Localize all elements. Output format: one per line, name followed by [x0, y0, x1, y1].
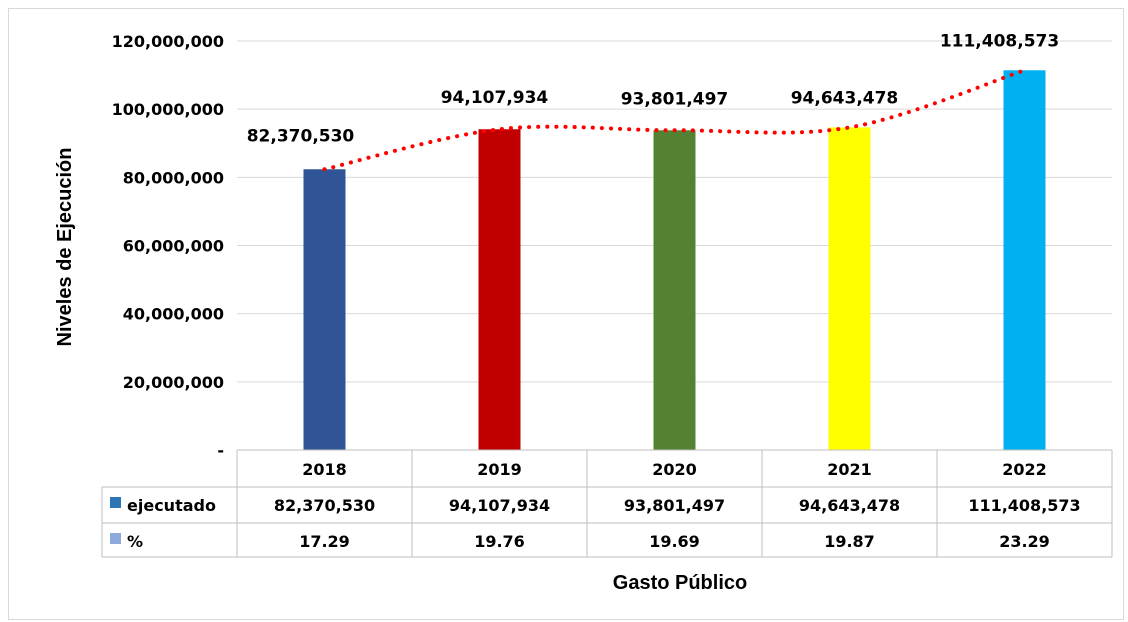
bar [478, 129, 521, 451]
data-table: 2018 2019 2020 2021 2022 ejecutado 82,370,530 9… [101, 449, 1113, 558]
data-label: 111,408,573 [940, 31, 1059, 51]
y-tick-label: 120,000,000 [112, 32, 224, 51]
y-tick-label: 60,000,000 [123, 237, 224, 256]
data-label: 94,107,934 [441, 88, 549, 108]
bar [828, 127, 871, 451]
y-tick-label: 40,000,000 [123, 305, 224, 324]
table-category: 2022 [1002, 460, 1047, 479]
table-category: 2021 [827, 460, 872, 479]
table-cell: 111,408,573 [968, 496, 1080, 515]
legend-key [110, 533, 121, 544]
table-category: 2018 [302, 460, 347, 479]
table-cell: 19.87 [824, 532, 875, 551]
table-cell: 94,643,478 [799, 496, 900, 515]
table-category: 2020 [652, 460, 697, 479]
gridlines [237, 40, 1112, 383]
y-tick-label: 20,000,000 [123, 373, 224, 392]
data-label: 93,801,497 [621, 89, 729, 109]
table-cell: 94,107,934 [449, 496, 550, 515]
bar [1003, 70, 1046, 451]
y-tick-label: 100,000,000 [112, 100, 224, 119]
table-cell: 93,801,497 [624, 496, 725, 515]
data-label: 94,643,478 [791, 88, 899, 108]
table-cell: 19.76 [474, 532, 525, 551]
data-labels: 82,370,530 94,107,934 93,801,497 94,643,478… [247, 31, 1059, 146]
table-series-name: ejecutado [127, 496, 216, 515]
table-cell: 23.29 [999, 532, 1050, 551]
data-label: 82,370,530 [247, 126, 355, 146]
table-cell: 82,370,530 [274, 496, 375, 515]
y-tick-label: - [217, 441, 224, 460]
table-cell: 19.69 [649, 532, 700, 551]
table-cell: 17.29 [299, 532, 350, 551]
bar [303, 169, 346, 450]
bars [303, 70, 1046, 451]
x-axis-title: Gasto Público [613, 572, 747, 594]
y-axis-title: Niveles de Ejecución [54, 148, 76, 347]
table-category: 2019 [477, 460, 522, 479]
y-axis-ticks: - 20,000,000 40,000,000 60,000,000 80,000,00… [112, 32, 224, 460]
table-series-name: % [127, 532, 143, 551]
trendline [322, 68, 1027, 172]
bar [653, 130, 696, 451]
y-tick-label: 80,000,000 [123, 168, 224, 187]
legend-key [110, 497, 121, 508]
